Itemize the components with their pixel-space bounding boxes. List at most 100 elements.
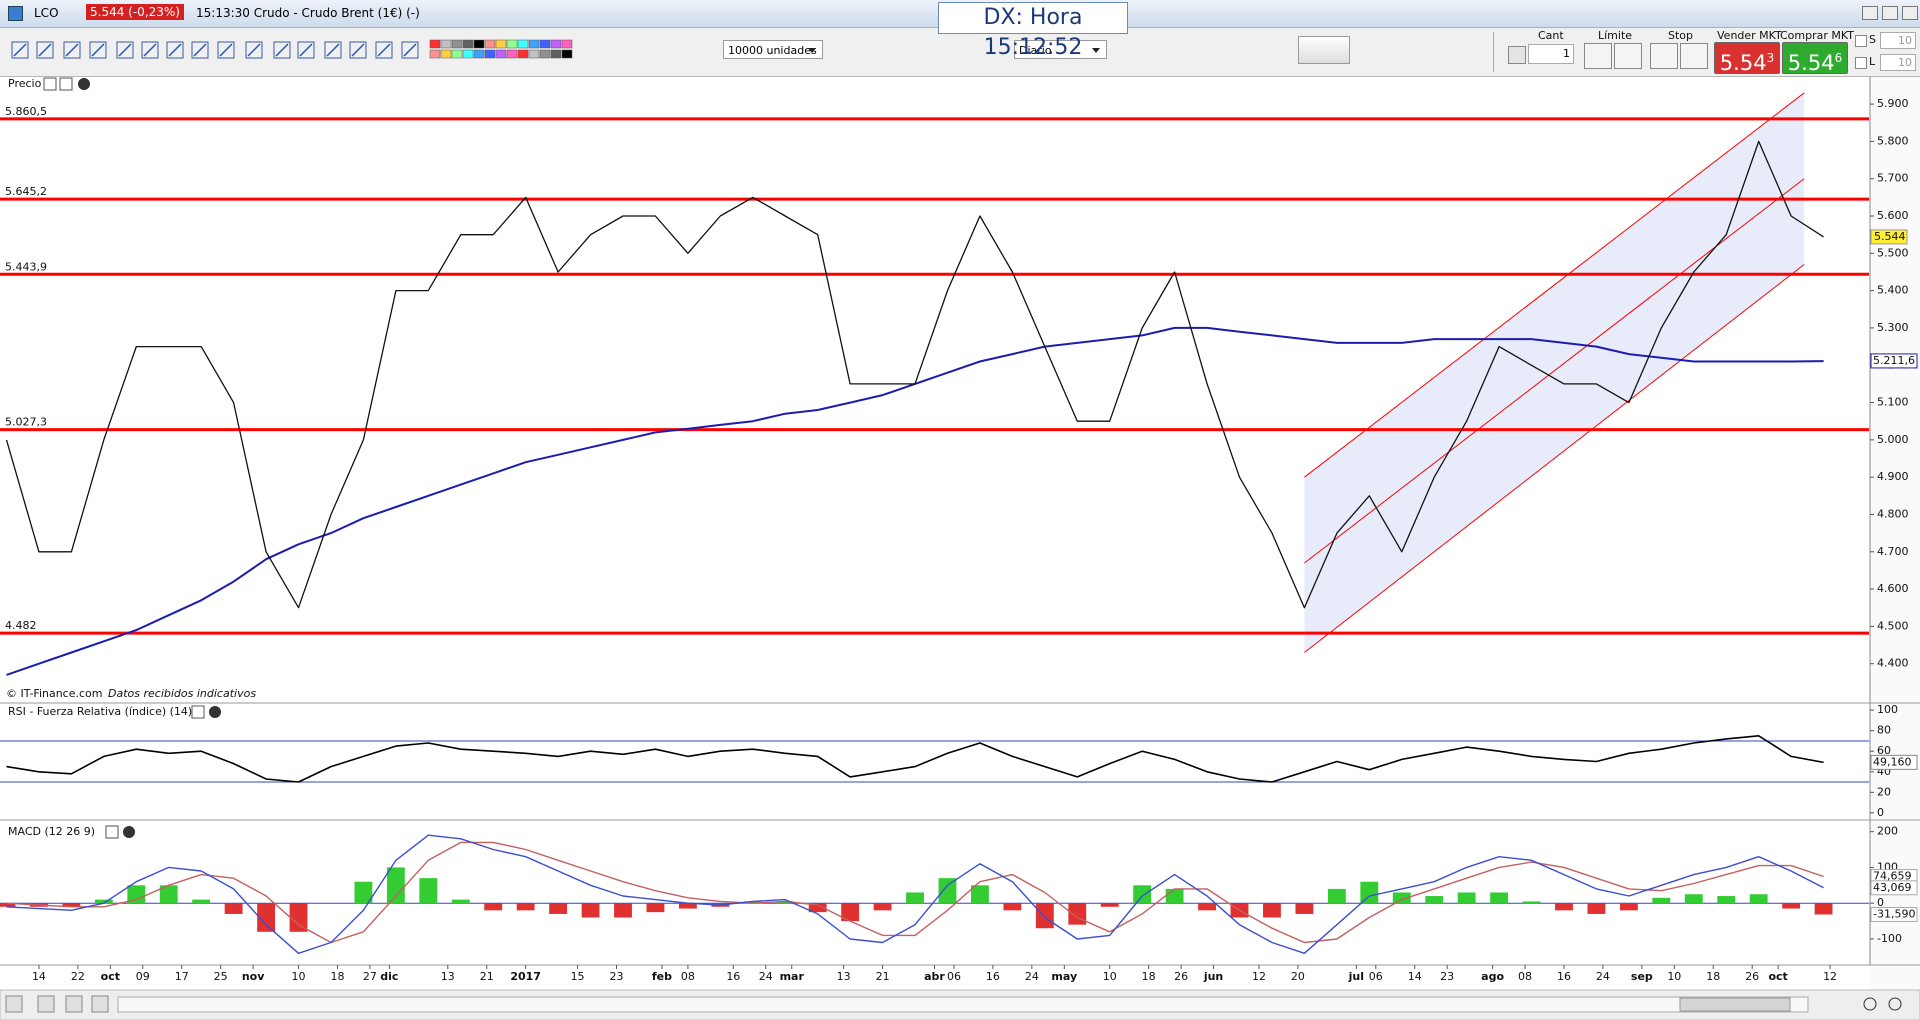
- l-input[interactable]: 10: [1880, 54, 1916, 71]
- x-tick-label: sep: [1631, 970, 1653, 983]
- tool-icon[interactable]: [349, 41, 367, 59]
- color-swatch[interactable]: [539, 49, 551, 59]
- tool-icon[interactable]: [63, 41, 81, 59]
- color-swatch[interactable]: [495, 49, 507, 59]
- color-swatch[interactable]: [484, 39, 496, 49]
- maximize[interactable]: [1882, 6, 1898, 20]
- color-swatch[interactable]: [506, 39, 518, 49]
- value-label: 49,160: [1873, 755, 1912, 768]
- ma-label: 5.211,6: [1873, 354, 1915, 367]
- bottom-icon[interactable]: [5, 995, 23, 1013]
- x-tick-label: 13: [441, 970, 455, 983]
- channel-line: [1304, 92, 1805, 478]
- color-swatch[interactable]: [429, 49, 441, 59]
- tool-icon[interactable]: [191, 41, 209, 59]
- color-swatch[interactable]: [440, 49, 452, 59]
- tool-icon[interactable]: [375, 41, 393, 59]
- tool-icon[interactable]: [141, 41, 159, 59]
- color-swatch[interactable]: [451, 39, 463, 49]
- histogram-bar: [289, 903, 308, 932]
- x-tick-label: 24: [1025, 970, 1039, 983]
- color-swatch[interactable]: [473, 49, 485, 59]
- stop-sell[interactable]: [1680, 43, 1708, 69]
- tool-glyph: [326, 43, 340, 57]
- x-tick-label: feb: [652, 970, 672, 983]
- cant-label: Cant: [1538, 29, 1564, 42]
- l-checkbox[interactable]: [1855, 57, 1867, 69]
- sell-button[interactable]: 5.543: [1714, 42, 1780, 75]
- histogram-bar: [808, 903, 827, 913]
- x-tick-label: 13: [837, 970, 851, 983]
- value-label: 43,069: [1873, 881, 1912, 894]
- panel-button[interactable]: [191, 705, 205, 719]
- color-swatch[interactable]: [550, 49, 562, 59]
- color-swatch[interactable]: [550, 39, 562, 49]
- tool-icon[interactable]: [401, 41, 419, 59]
- color-swatch[interactable]: [473, 39, 485, 49]
- scroll-thumb[interactable]: [1679, 997, 1791, 1012]
- y-tick-label: 5.900: [1877, 97, 1909, 110]
- level-label: 5.860,5: [5, 105, 47, 118]
- color-swatch[interactable]: [517, 39, 529, 49]
- color-swatch[interactable]: [462, 49, 474, 59]
- color-swatch[interactable]: [484, 49, 496, 59]
- color-swatch[interactable]: [462, 39, 474, 49]
- period-select[interactable]: Diario: [1014, 40, 1107, 59]
- color-swatch[interactable]: [440, 39, 452, 49]
- bottom-icon[interactable]: [65, 995, 83, 1013]
- limit-label: Límite: [1598, 29, 1633, 42]
- symbol: LCO: [34, 6, 59, 20]
- tool-icon[interactable]: [245, 41, 263, 59]
- buy-button[interactable]: 5.546: [1782, 42, 1848, 75]
- x-tick-label: abr: [924, 970, 945, 983]
- zoom-icon[interactable]: [1888, 997, 1902, 1011]
- panel-close[interactable]: [209, 706, 221, 718]
- scrollbar[interactable]: [117, 996, 1809, 1013]
- quantity-select[interactable]: 10000 unidades: [723, 40, 823, 59]
- bottom-icon[interactable]: [91, 995, 109, 1013]
- tool-icon[interactable]: [36, 41, 54, 59]
- color-swatch[interactable]: [451, 49, 463, 59]
- color-swatch[interactable]: [429, 39, 441, 49]
- color-swatch[interactable]: [506, 49, 518, 59]
- color-swatch[interactable]: [561, 49, 573, 59]
- tool-icon[interactable]: [11, 41, 29, 59]
- tool-icon[interactable]: [166, 41, 184, 59]
- panel-close[interactable]: [78, 78, 90, 90]
- tool-icon[interactable]: [273, 41, 291, 59]
- color-swatch[interactable]: [561, 39, 573, 49]
- color-swatch[interactable]: [495, 39, 507, 49]
- x-tick-label: 14: [1408, 970, 1422, 983]
- panel-close[interactable]: [123, 826, 135, 838]
- color-swatch[interactable]: [528, 49, 540, 59]
- cant-input[interactable]: 1: [1528, 44, 1574, 64]
- chart-type-button[interactable]: [1298, 36, 1350, 64]
- limit-sell[interactable]: [1614, 43, 1642, 69]
- tool-icon[interactable]: [324, 41, 342, 59]
- tool-icon[interactable]: [116, 41, 134, 59]
- source: © IT-Finance.com: [6, 687, 103, 700]
- tool-icon[interactable]: [89, 41, 107, 59]
- color-swatch[interactable]: [517, 49, 529, 59]
- close[interactable]: [1902, 6, 1918, 20]
- x-tick-label: 21: [876, 970, 890, 983]
- limit-buy[interactable]: [1584, 43, 1612, 69]
- stop-buy[interactable]: [1650, 43, 1678, 69]
- bottom-icon[interactable]: [37, 995, 55, 1013]
- zoom-icon[interactable]: [1863, 997, 1877, 1011]
- color-swatch[interactable]: [528, 39, 540, 49]
- panel-button[interactable]: [43, 77, 57, 91]
- s-input[interactable]: 10: [1880, 32, 1916, 49]
- settings-icon[interactable]: [1508, 46, 1526, 64]
- panel-button[interactable]: [59, 77, 73, 91]
- color-swatch[interactable]: [539, 39, 551, 49]
- last-price-label: 5.544: [1874, 230, 1906, 243]
- tool-icon[interactable]: [217, 41, 235, 59]
- minimize[interactable]: [1862, 6, 1878, 20]
- tool-icon[interactable]: [297, 41, 315, 59]
- x-tick-label: nov: [242, 970, 265, 983]
- s-checkbox[interactable]: [1855, 35, 1867, 47]
- series-line: [5, 140, 1824, 609]
- panel-button[interactable]: [105, 825, 119, 839]
- histogram-bar: [581, 903, 600, 918]
